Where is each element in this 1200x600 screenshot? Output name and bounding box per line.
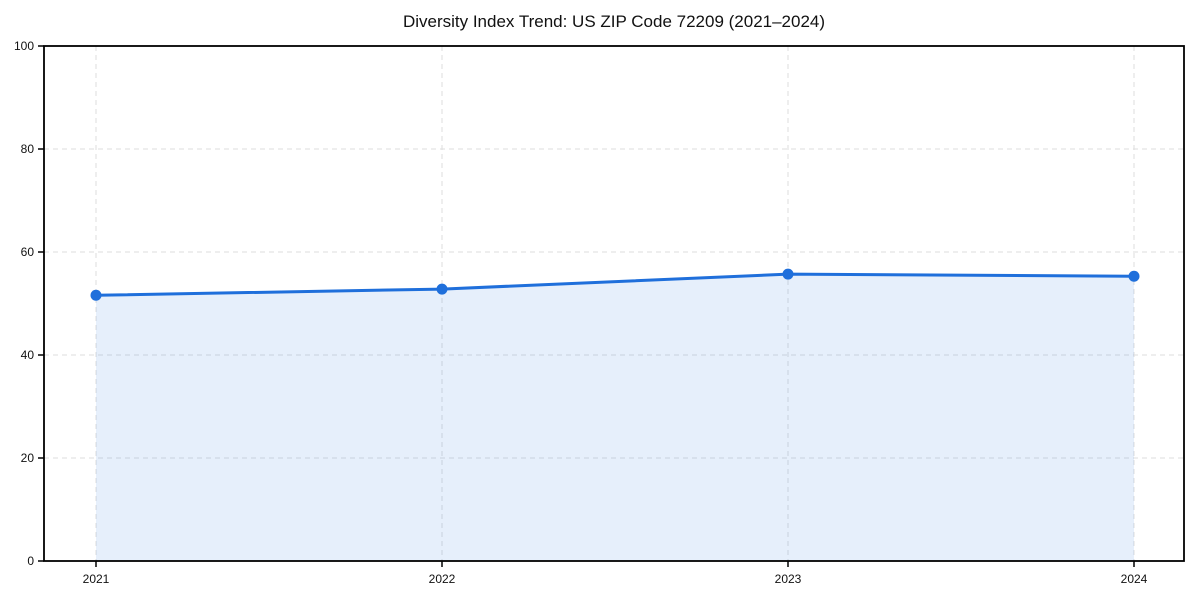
y-axis-tick-label: 20 [21,451,35,465]
chart-title: Diversity Index Trend: US ZIP Code 72209… [402,12,826,31]
data-point-marker [782,268,794,280]
y-axis-tick-label: 40 [21,348,35,362]
area-fill [96,274,1134,561]
data-point-marker [90,289,102,301]
y-axis-tick-label: 100 [14,39,34,53]
trend-line [94,272,1136,297]
data-point-marker [436,283,448,295]
data-point-marker [1128,270,1140,282]
y-axis-tick-label: 0 [27,554,34,568]
y-axis-tick-label: 60 [21,245,35,259]
y-axis-tick-label: 80 [21,142,35,156]
plot-border [43,45,1185,562]
x-axis-tick-label: 2023 [775,572,802,586]
x-axis-tick-label: 2021 [83,572,110,586]
x-axis-tick-label: 2024 [1121,572,1148,586]
x-axis-tick-label: 2022 [429,572,456,586]
